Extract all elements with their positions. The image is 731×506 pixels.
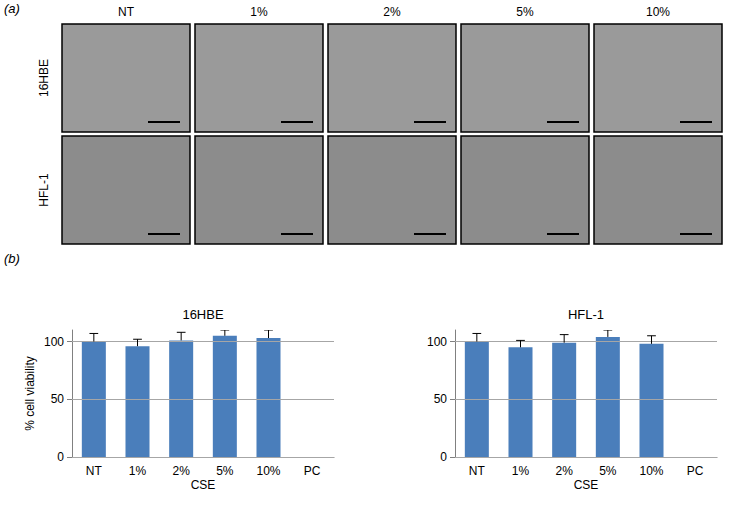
svg-text:0: 0 bbox=[57, 450, 64, 464]
svg-text:(a): (a) bbox=[4, 1, 20, 16]
svg-text:2%: 2% bbox=[555, 464, 573, 478]
svg-text:NT: NT bbox=[86, 464, 103, 478]
svg-text:10%: 10% bbox=[646, 5, 670, 19]
svg-text:10%: 10% bbox=[256, 464, 280, 478]
svg-text:50: 50 bbox=[51, 392, 65, 406]
svg-text:CSE: CSE bbox=[191, 478, 216, 492]
svg-text:PC: PC bbox=[687, 464, 704, 478]
svg-text:5%: 5% bbox=[516, 5, 534, 19]
svg-text:100: 100 bbox=[427, 335, 447, 349]
svg-text:2%: 2% bbox=[383, 5, 401, 19]
svg-text:100: 100 bbox=[44, 335, 64, 349]
svg-text:PC: PC bbox=[304, 464, 321, 478]
svg-text:16HBE: 16HBE bbox=[182, 307, 224, 322]
svg-text:% cell viability: % cell viability bbox=[23, 356, 37, 431]
svg-text:16HBE: 16HBE bbox=[37, 59, 51, 97]
svg-text:1%: 1% bbox=[129, 464, 147, 478]
svg-text:50: 50 bbox=[434, 392, 448, 406]
svg-text:5%: 5% bbox=[599, 464, 617, 478]
svg-text:10%: 10% bbox=[639, 464, 663, 478]
svg-text:CSE: CSE bbox=[574, 478, 599, 492]
svg-text:HFL-1: HFL-1 bbox=[568, 307, 604, 322]
svg-text:0: 0 bbox=[440, 450, 447, 464]
svg-text:5%: 5% bbox=[216, 464, 234, 478]
svg-text:2%: 2% bbox=[172, 464, 190, 478]
svg-text:(b): (b) bbox=[4, 251, 20, 266]
svg-text:1%: 1% bbox=[512, 464, 530, 478]
svg-text:NT: NT bbox=[469, 464, 486, 478]
svg-text:NT: NT bbox=[118, 5, 135, 19]
svg-text:1%: 1% bbox=[250, 5, 268, 19]
svg-text:HFL-1: HFL-1 bbox=[37, 173, 51, 207]
